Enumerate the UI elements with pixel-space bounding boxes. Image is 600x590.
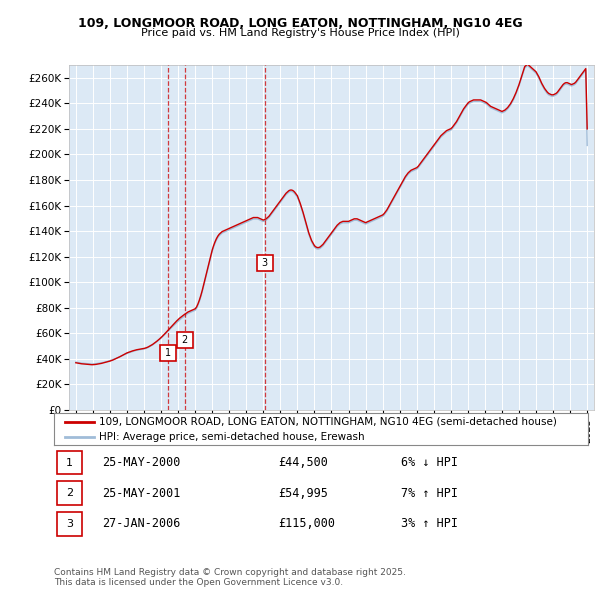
Text: £44,500: £44,500 — [278, 456, 328, 469]
Text: 109, LONGMOOR ROAD, LONG EATON, NOTTINGHAM, NG10 4EG (semi-detached house): 109, LONGMOOR ROAD, LONG EATON, NOTTINGH… — [100, 417, 557, 427]
Text: 3: 3 — [262, 258, 268, 268]
FancyBboxPatch shape — [56, 481, 82, 505]
Text: 2: 2 — [181, 335, 188, 345]
Text: 3% ↑ HPI: 3% ↑ HPI — [401, 517, 458, 530]
Text: 25-MAY-2000: 25-MAY-2000 — [102, 456, 181, 469]
Text: Price paid vs. HM Land Registry's House Price Index (HPI): Price paid vs. HM Land Registry's House … — [140, 28, 460, 38]
Text: 1: 1 — [66, 458, 73, 467]
FancyBboxPatch shape — [56, 512, 82, 536]
Text: 6% ↓ HPI: 6% ↓ HPI — [401, 456, 458, 469]
Text: £115,000: £115,000 — [278, 517, 335, 530]
Text: 25-MAY-2001: 25-MAY-2001 — [102, 487, 181, 500]
Text: 7% ↑ HPI: 7% ↑ HPI — [401, 487, 458, 500]
Text: 109, LONGMOOR ROAD, LONG EATON, NOTTINGHAM, NG10 4EG: 109, LONGMOOR ROAD, LONG EATON, NOTTINGH… — [77, 17, 523, 30]
Text: 2: 2 — [66, 489, 73, 498]
Text: 27-JAN-2006: 27-JAN-2006 — [102, 517, 181, 530]
Text: £54,995: £54,995 — [278, 487, 328, 500]
Text: HPI: Average price, semi-detached house, Erewash: HPI: Average price, semi-detached house,… — [100, 432, 365, 442]
Text: 3: 3 — [66, 519, 73, 529]
Text: Contains HM Land Registry data © Crown copyright and database right 2025.
This d: Contains HM Land Registry data © Crown c… — [54, 568, 406, 587]
Text: 1: 1 — [164, 348, 170, 358]
FancyBboxPatch shape — [56, 451, 82, 474]
